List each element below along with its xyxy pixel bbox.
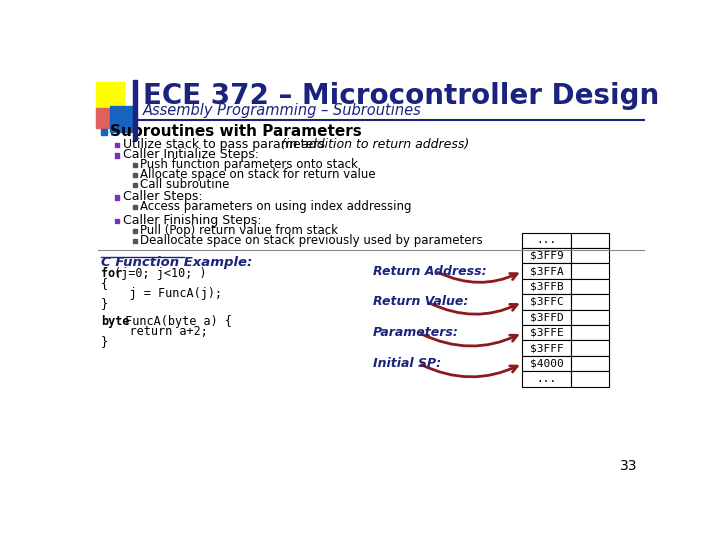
Text: $3FFB: $3FFB <box>530 281 563 292</box>
Bar <box>132 173 137 177</box>
Bar <box>523 372 570 387</box>
Text: Access parameters on using index addressing: Access parameters on using index address… <box>140 200 411 213</box>
Bar <box>110 106 132 132</box>
Bar <box>101 129 107 135</box>
Bar <box>570 309 609 325</box>
Bar <box>523 264 570 279</box>
Text: j = FuncA(j);: j = FuncA(j); <box>101 287 222 300</box>
Text: byte: byte <box>101 315 130 328</box>
Bar <box>523 233 570 248</box>
Text: Parameters:: Parameters: <box>373 326 459 339</box>
Text: 33: 33 <box>620 459 637 473</box>
Bar <box>570 340 609 356</box>
Bar <box>114 153 120 158</box>
Text: }: } <box>101 296 108 309</box>
Bar <box>132 229 137 233</box>
Text: ECE 372 – Microcontroller Design: ECE 372 – Microcontroller Design <box>143 82 659 110</box>
Text: Assembly Programming – Subroutines: Assembly Programming – Subroutines <box>143 104 421 118</box>
Bar <box>523 340 570 356</box>
Bar <box>96 82 124 110</box>
FancyArrowPatch shape <box>430 303 517 314</box>
Text: ...: ... <box>536 235 557 245</box>
Text: Utilize stack to pass parameters: Utilize stack to pass parameters <box>122 138 328 151</box>
Text: $3FFD: $3FFD <box>530 312 563 322</box>
Bar <box>523 325 570 340</box>
Text: $3FFA: $3FFA <box>530 266 563 276</box>
Text: $3FFC: $3FFC <box>530 297 563 307</box>
Text: Caller Steps:: Caller Steps: <box>122 190 202 203</box>
Bar <box>114 195 120 200</box>
FancyArrowPatch shape <box>421 334 517 346</box>
Text: Caller Initialize Steps:: Caller Initialize Steps: <box>122 148 258 161</box>
Text: (in addition to return address): (in addition to return address) <box>282 138 469 151</box>
Bar <box>114 143 120 147</box>
Bar <box>570 279 609 294</box>
Bar <box>523 279 570 294</box>
Text: }: } <box>101 335 108 348</box>
Bar <box>96 108 117 128</box>
Text: Caller Finishing Steps:: Caller Finishing Steps: <box>122 214 261 227</box>
Bar <box>132 184 137 187</box>
Text: Pull (Pop) return value from stack: Pull (Pop) return value from stack <box>140 224 338 237</box>
Bar <box>570 264 609 279</box>
Bar <box>132 239 137 242</box>
Text: ...: ... <box>536 374 557 384</box>
Bar <box>570 233 609 248</box>
Bar <box>570 325 609 340</box>
Text: Initial SP:: Initial SP: <box>373 357 441 370</box>
FancyArrowPatch shape <box>421 365 517 377</box>
Bar <box>523 294 570 309</box>
Text: FuncA(byte a) {: FuncA(byte a) { <box>118 315 233 328</box>
Bar <box>523 356 570 372</box>
Text: Deallocate space on stack previously used by parameters: Deallocate space on stack previously use… <box>140 234 482 247</box>
Text: Push function parameters onto stack: Push function parameters onto stack <box>140 158 357 171</box>
Bar <box>570 356 609 372</box>
Text: Call subroutine: Call subroutine <box>140 178 229 191</box>
Bar <box>523 248 570 264</box>
Text: {: { <box>101 276 108 289</box>
Text: $3FFF: $3FFF <box>530 343 563 353</box>
Bar <box>570 372 609 387</box>
Bar <box>133 80 137 140</box>
Text: Subroutines with Parameters: Subroutines with Parameters <box>110 124 362 139</box>
Text: return a+2;: return a+2; <box>101 325 208 338</box>
Text: Return Value:: Return Value: <box>373 295 468 308</box>
Text: Allocate space on stack for return value: Allocate space on stack for return value <box>140 168 375 181</box>
Text: $3FFE: $3FFE <box>530 328 563 338</box>
Bar <box>523 309 570 325</box>
Text: Return Address:: Return Address: <box>373 265 487 278</box>
Text: $4000: $4000 <box>530 359 563 369</box>
Text: $3FF9: $3FF9 <box>530 251 563 261</box>
Bar <box>570 248 609 264</box>
Text: for: for <box>101 267 122 280</box>
Text: (j=0; j<10; ): (j=0; j<10; ) <box>114 267 207 280</box>
Text: C Function Example:: C Function Example: <box>101 256 252 269</box>
Bar <box>132 164 137 167</box>
Bar <box>114 219 120 224</box>
FancyArrowPatch shape <box>438 272 517 282</box>
Bar <box>132 205 137 209</box>
Bar <box>570 294 609 309</box>
